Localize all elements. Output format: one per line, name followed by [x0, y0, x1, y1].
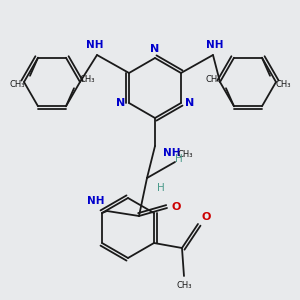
Text: N: N	[150, 44, 160, 54]
Text: NH: NH	[163, 148, 181, 158]
Text: NH: NH	[86, 196, 104, 206]
Text: CH₃: CH₃	[79, 75, 94, 84]
Text: CH₃: CH₃	[176, 281, 192, 290]
Text: NH: NH	[206, 40, 224, 50]
Text: CH₃: CH₃	[275, 80, 290, 89]
Text: O: O	[171, 202, 180, 212]
Text: H: H	[175, 154, 183, 164]
Text: CH₃: CH₃	[178, 150, 194, 159]
Text: N: N	[185, 98, 194, 108]
Text: H: H	[157, 183, 165, 193]
Text: N: N	[116, 98, 125, 108]
Text: NH: NH	[86, 40, 104, 50]
Text: O: O	[202, 212, 211, 222]
Text: CH₃: CH₃	[10, 80, 25, 89]
Text: CH₃: CH₃	[206, 75, 221, 84]
